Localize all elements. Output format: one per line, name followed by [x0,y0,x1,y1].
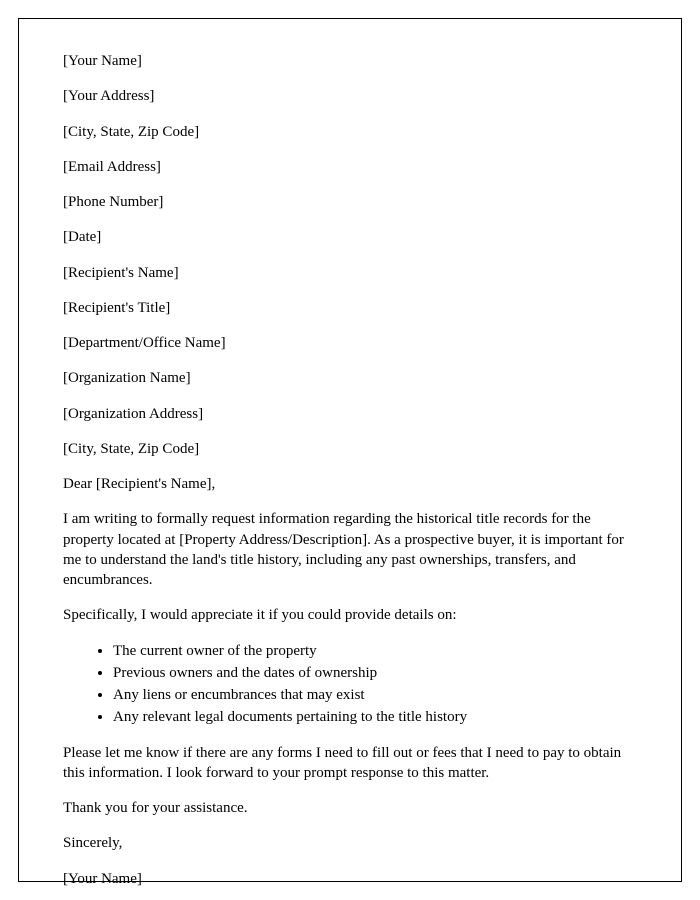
letter-container: [Your Name] [Your Address] [City, State,… [18,18,682,882]
body-paragraph-4: Thank you for your assistance. [63,798,637,818]
sender-city-state-zip: [City, State, Zip Code] [63,122,637,142]
salutation: Dear [Recipient's Name], [63,474,637,494]
organization-name: [Organization Name] [63,368,637,388]
letter-date: [Date] [63,227,637,247]
list-item: The current owner of the property [113,641,637,661]
sender-phone: [Phone Number] [63,192,637,212]
sender-name: [Your Name] [63,51,637,71]
body-paragraph-1: I am writing to formally request informa… [63,509,637,590]
sender-address: [Your Address] [63,86,637,106]
list-item: Any relevant legal documents pertaining … [113,707,637,727]
signature-name: [Your Name] [63,869,637,889]
body-paragraph-2: Specifically, I would appreciate it if y… [63,605,637,625]
recipient-city-state-zip: [City, State, Zip Code] [63,439,637,459]
body-paragraph-3: Please let me know if there are any form… [63,743,637,784]
recipient-title: [Recipient's Title] [63,298,637,318]
closing: Sincerely, [63,833,637,853]
details-list: The current owner of the property Previo… [63,641,637,728]
sender-email: [Email Address] [63,157,637,177]
list-item: Any liens or encumbrances that may exist [113,685,637,705]
organization-address: [Organization Address] [63,404,637,424]
list-item: Previous owners and the dates of ownersh… [113,663,637,683]
recipient-name: [Recipient's Name] [63,263,637,283]
department-name: [Department/Office Name] [63,333,637,353]
